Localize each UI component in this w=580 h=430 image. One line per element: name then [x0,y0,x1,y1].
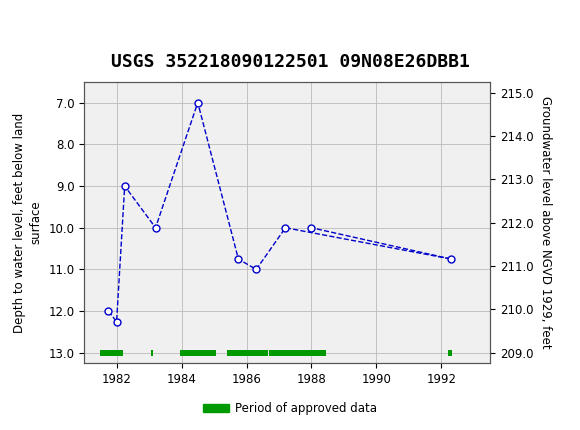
Text: ≡USGS: ≡USGS [6,13,66,28]
Bar [269,350,326,356]
Bar [227,350,267,356]
Y-axis label: Depth to water level, feet below land
surface: Depth to water level, feet below land su… [13,112,43,333]
Y-axis label: Groundwater level above NGVD 1929, feet: Groundwater level above NGVD 1929, feet [539,96,552,349]
Bar [100,350,123,356]
Legend: Period of approved data: Period of approved data [198,397,382,420]
Text: USGS 352218090122501 09N08E26DBB1: USGS 352218090122501 09N08E26DBB1 [111,53,469,71]
Bar [180,350,216,356]
Bar [448,350,452,356]
Bar [151,350,153,356]
